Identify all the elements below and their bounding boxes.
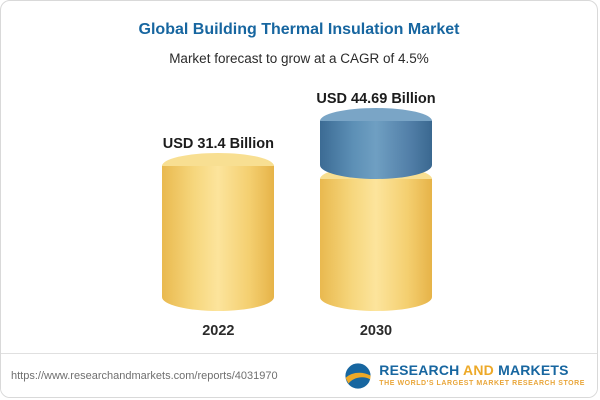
- footer: https://www.researchandmarkets.com/repor…: [1, 353, 597, 397]
- logo-text: RESEARCH AND MARKETS THE WORLD'S LARGEST…: [379, 361, 585, 388]
- bar-2030: USD 44.69 Billion 2030: [316, 91, 435, 339]
- research-and-markets-logo[interactable]: RESEARCH AND MARKETS THE WORLD'S LARGEST…: [344, 362, 585, 390]
- logo-word-research: RESEARCH: [379, 361, 460, 378]
- globe-logo-icon: [344, 362, 372, 390]
- year-label-2030: 2030: [359, 323, 393, 339]
- year-label-2022: 2022: [202, 323, 235, 339]
- logo-word-and: AND: [463, 361, 494, 378]
- cylinder-2030: [319, 108, 432, 311]
- chart-title: Global Building Thermal Insulation Marke…: [138, 21, 460, 38]
- cylinder-2030-base-segment: [319, 166, 432, 311]
- cylinder-2022-body: [162, 153, 275, 311]
- cylinder-2030-growth-segment: [319, 108, 432, 179]
- bar-2022: USD 31.4 Billion 2022: [162, 136, 275, 339]
- report-url-link[interactable]: https://www.researchandmarkets.com/repor…: [11, 369, 278, 382]
- logo-tagline: THE WORLD'S LARGEST MARKET RESEARCH STOR…: [379, 380, 585, 388]
- bar-chart: USD 31.4 Billion 2022 USD 44.69 Billion: [1, 89, 597, 339]
- value-label-2022: USD 31.4 Billion: [162, 136, 274, 152]
- logo-word-markets: MARKETS: [498, 361, 569, 378]
- cylinder-2022: [162, 153, 275, 311]
- logo-wordmark: RESEARCH AND MARKETS: [379, 361, 585, 378]
- chart-header: Global Building Thermal Insulation Marke…: [1, 1, 597, 66]
- chart-subtitle: Market forecast to grow at a CAGR of 4.5…: [169, 51, 429, 66]
- value-label-2030: USD 44.69 Billion: [316, 91, 436, 107]
